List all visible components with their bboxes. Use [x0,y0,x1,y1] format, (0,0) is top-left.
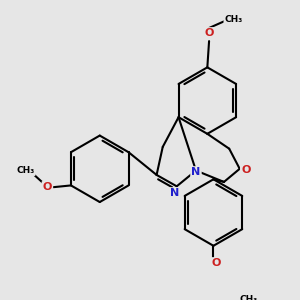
Text: O: O [204,28,214,38]
Text: CH₃: CH₃ [239,296,258,300]
Text: CH₃: CH₃ [224,15,243,24]
Text: N: N [170,188,180,198]
Text: CH₃: CH₃ [16,166,34,175]
Text: O: O [212,258,221,268]
Text: N: N [191,167,201,177]
Text: O: O [241,165,250,175]
Text: O: O [43,182,52,192]
